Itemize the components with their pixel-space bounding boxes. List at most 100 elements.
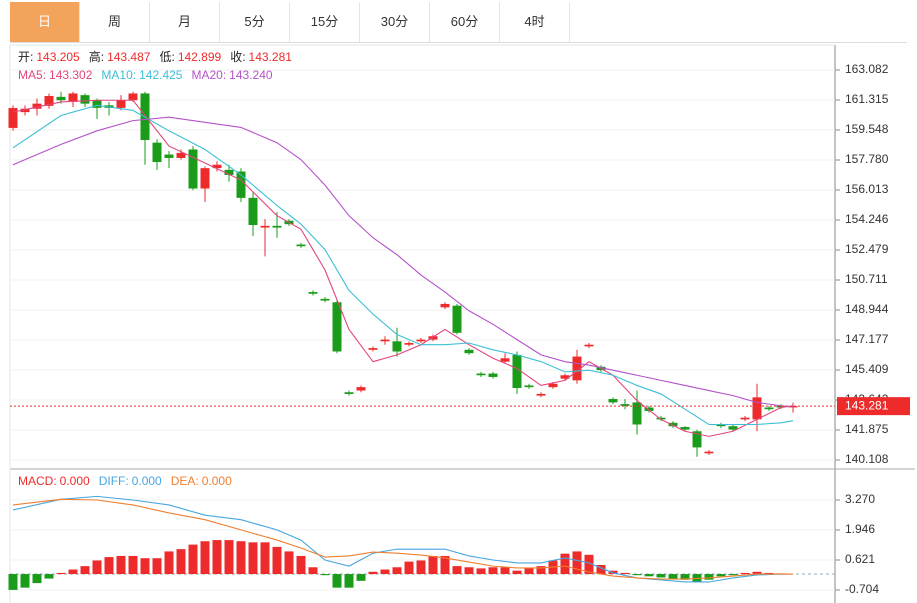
macd-bar: [464, 567, 474, 575]
macd-bar: [620, 572, 630, 575]
y-tick-label: 148.944: [845, 302, 889, 316]
candle-body: [620, 404, 630, 406]
legend-text: 143.205: [36, 50, 80, 64]
macd-bar: [200, 541, 210, 575]
candle-body: [548, 383, 558, 388]
macd-bar: [20, 574, 30, 588]
candle-body: [512, 354, 522, 388]
period-tab[interactable]: 5分: [220, 2, 290, 42]
macd-bar: [740, 572, 750, 575]
legend-text: MA5:: [18, 68, 46, 82]
candle-body: [296, 244, 306, 247]
macd-bar: [668, 574, 678, 579]
macd-bar: [176, 549, 186, 575]
period-tab[interactable]: 15分: [290, 2, 360, 42]
macd-bar: [272, 546, 282, 575]
indicator-line: [12, 99, 794, 437]
candle-body: [584, 344, 594, 347]
candle-body: [668, 422, 678, 427]
candle-body: [632, 402, 642, 425]
candle-body: [188, 149, 198, 189]
macd-bar: [236, 541, 246, 575]
legend-text: 143.487: [107, 50, 151, 64]
period-tab[interactable]: 4时: [500, 2, 570, 42]
macd-bar: [212, 540, 222, 575]
legend-text: 143.281: [249, 50, 293, 64]
legend-text: 低:: [159, 50, 174, 64]
candle-body: [44, 95, 54, 106]
macd-bar: [32, 574, 42, 584]
macd-bar: [356, 574, 366, 581]
last-price-label: 143.281: [845, 398, 889, 412]
macd-bar: [152, 558, 162, 575]
macd-bar: [320, 574, 330, 576]
candle-body: [332, 302, 342, 352]
macd-bar: [392, 567, 402, 575]
macd-bar: [404, 561, 414, 575]
period-tab[interactable]: 60分: [430, 2, 500, 42]
legend-text: 0.000: [132, 474, 162, 488]
macd-bar: [80, 566, 90, 575]
candle-body: [404, 343, 414, 345]
legend-text: 0.000: [60, 474, 90, 488]
macd-bar: [584, 554, 594, 575]
candle-body: [776, 405, 786, 408]
candle-body: [236, 171, 246, 198]
y-tick-label: 156.013: [845, 182, 889, 196]
legend-text: 高:: [89, 49, 104, 64]
candle-body: [524, 385, 534, 388]
period-tab[interactable]: 日: [10, 2, 80, 42]
candle-body: [128, 93, 138, 101]
macd-bar: [92, 560, 102, 575]
macd-bar: [308, 567, 318, 575]
macd-bar: [752, 571, 762, 575]
candle-body: [716, 424, 726, 427]
candle-body: [656, 417, 666, 420]
candle-body: [320, 298, 330, 301]
macd-bar: [500, 567, 510, 575]
candle-body: [608, 399, 618, 403]
macd-bar: [512, 570, 522, 575]
y-tick-label: 145.409: [845, 362, 889, 376]
period-tab[interactable]: 30分: [360, 2, 430, 42]
macd-bar: [128, 555, 138, 575]
period-tab[interactable]: 周: [80, 2, 150, 42]
candle-body: [572, 356, 582, 381]
legend-text: MA10:: [101, 68, 136, 82]
candle-body: [368, 348, 378, 350]
macd-bar: [656, 574, 666, 578]
last-price-box: [837, 397, 910, 416]
y-tick-label: 161.315: [845, 92, 889, 106]
candle-body: [116, 100, 126, 108]
candle-body: [308, 292, 318, 294]
indicator-line: [12, 495, 793, 583]
macd-bar: [44, 574, 54, 579]
candle-body: [428, 336, 438, 340]
candle-body: [8, 108, 18, 128]
candle-body: [248, 197, 258, 226]
candle-body: [392, 341, 402, 352]
candle-body: [200, 168, 210, 189]
candle-body: [740, 417, 750, 420]
macd-bar: [188, 544, 198, 575]
legend-text: 收:: [230, 50, 245, 64]
y-tick-label: 150.711: [845, 272, 888, 286]
candle-body: [704, 451, 714, 454]
candle-body: [68, 93, 78, 102]
y-tick-label: 157.780: [845, 152, 889, 166]
macd-bar: [116, 555, 126, 575]
candle-body: [92, 100, 102, 108]
y-tick-label: 147.177: [845, 332, 889, 346]
candle-body: [488, 373, 498, 377]
period-tab[interactable]: 月: [150, 2, 220, 42]
candle-body: [752, 397, 762, 420]
y-tick-label: 152.479: [845, 242, 889, 256]
macd-bar: [248, 542, 258, 575]
y-tick-label: 0.621: [845, 552, 875, 566]
macd-bar: [452, 566, 462, 575]
legend-text: 143.302: [49, 68, 93, 82]
legend-text: MA20:: [191, 68, 226, 82]
indicator-line: [12, 104, 794, 426]
candle-body: [500, 358, 510, 362]
